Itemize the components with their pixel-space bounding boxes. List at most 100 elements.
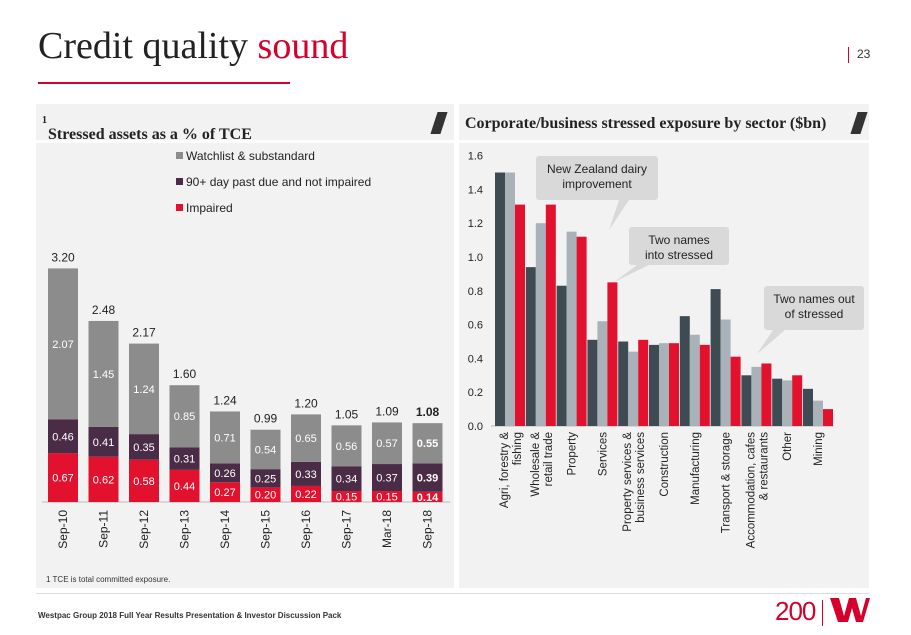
sector-bar [803,388,813,426]
data-label-past-due: 0.39 [417,473,438,485]
x-tick-label: Sep-18 [421,510,435,549]
page-title: Credit quality sound [38,25,349,67]
y-tick-label: 0.2 [468,387,483,399]
x-tick-label: Transport & storage [721,432,733,533]
sector-bar [792,375,803,426]
data-label-impaired: 0.44 [174,481,195,493]
bar-segment-impaired [372,491,402,502]
data-label-past-due: 0.37 [376,473,397,485]
callout-box [629,227,729,265]
x-tick-label: Sep-12 [137,510,151,549]
total-label: 1.24 [213,393,237,407]
bar-segment-watchlist [48,268,78,420]
bar-segment-impaired [48,453,78,502]
data-label-past-due: 0.35 [133,442,154,454]
bar-segment-impaired [88,456,119,502]
westpac-w-logo-icon [830,598,870,622]
page-number-divider [848,47,849,63]
footer-divider [36,593,869,594]
x-tick-label: Sep-14 [218,510,232,549]
legend-label: 90+ day past due and not impaired [186,175,371,189]
sector-bar [669,343,679,426]
sector-bar [535,223,546,426]
data-label-watchlist: 1.45 [93,369,114,381]
sector-bar [505,172,515,426]
sector-bar [607,282,618,426]
sector-bar [782,380,793,426]
total-label: 2.48 [92,303,116,317]
x-tick-label: Accommodation, cafes& restaurants [745,432,770,549]
x-tick-label: Sep-17 [340,510,354,549]
sector-bar [545,204,556,426]
data-label-impaired: 0.67 [52,473,73,485]
data-label-past-due: 0.31 [174,454,195,466]
bar-segment-past-due [48,419,78,454]
data-label-impaired: 0.22 [295,489,316,501]
data-label-watchlist: 0.56 [336,441,357,453]
sector-bar [699,344,710,426]
x-tick-label: Mining [813,432,825,466]
sector-exposure-header: Corporate/business stressed exposure by … [459,104,869,143]
data-label-impaired: 0.15 [376,492,397,504]
sector-bar [556,285,567,426]
bar-segment-past-due [291,461,321,486]
sector-bar [689,334,700,426]
sector-bar [587,339,598,426]
legend-swatch [176,204,183,211]
callout-box [764,286,864,330]
legend-label: Watchlist & substandard [186,149,315,163]
bar-segment-watchlist [372,422,402,465]
sector-bar [597,321,608,426]
sector-bar [823,409,833,426]
callout-text: into stressed [645,248,713,262]
data-label-past-due: 0.33 [295,469,316,481]
page-number: 23 [857,47,871,61]
sector-bar [772,378,783,426]
data-label-past-due: 0.41 [93,437,114,449]
bar-segment-impaired [210,482,240,502]
sector-bar [628,351,639,426]
y-tick-label: 0.6 [468,320,483,332]
sector-bar [495,172,505,426]
data-label-past-due: 0.34 [336,474,357,486]
callout-text: Two names [648,233,709,247]
footnote: 1 TCE is total committed exposure. [46,575,171,584]
bar-segment-impaired [412,491,443,502]
y-tick-label: 0.0 [468,421,483,433]
sector-bar [751,366,762,426]
sector-bar [638,339,649,426]
data-label-past-due: 0.25 [255,473,276,485]
x-tick-label: Sep-13 [178,510,192,549]
data-label-past-due: 0.26 [214,468,235,480]
sector-exposure-chart: 0.0 0.2 0.4 0.6 0.8 1.0 1.2 1.4 1.6 Agri, forestr… [468,151,864,549]
sector-bar [761,363,772,426]
data-label-watchlist: 0.57 [376,438,397,450]
bar-segment-impaired [129,459,159,502]
x-tick-label: Manufacturing [690,432,702,505]
total-label: 0.99 [254,412,278,426]
x-tick-label: Property services &business services [622,432,647,532]
data-label-watchlist: 0.71 [214,432,235,444]
sector-bar [649,344,659,426]
total-label: 2.17 [132,326,156,340]
sector-exposure-title: Corporate/business stressed exposure by … [465,115,827,132]
x-tick-label: Sep-10 [56,510,70,549]
sector-bar [566,231,577,426]
sector-bar [730,356,741,426]
sector-bar [525,267,536,426]
sector-bar [618,341,629,426]
y-tick-label: 1.2 [468,218,483,230]
total-label: 1.08 [416,405,440,419]
logo-divider [822,600,823,626]
sector-bar [710,289,721,426]
data-label-impaired: 0.58 [133,476,154,488]
bar-segment-impaired [169,469,200,502]
x-tick-label: Agri, forestry &fishing [499,432,524,508]
bar-segment-past-due [412,463,443,492]
data-label-impaired: 0.62 [93,474,114,486]
bar-segment-impaired [291,485,321,502]
sector-exposure-panel: Corporate/business stressed exposure by … [459,104,869,588]
sector-bar [659,343,669,426]
bar-segment-past-due [372,464,402,492]
callout-text: New Zealand dairy [547,162,647,176]
